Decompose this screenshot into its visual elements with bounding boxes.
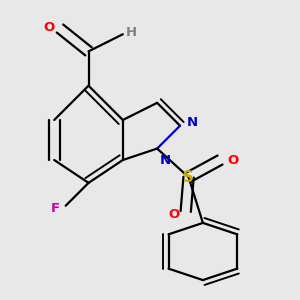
Text: F: F <box>51 202 60 215</box>
Text: S: S <box>183 170 194 185</box>
Text: H: H <box>126 26 137 39</box>
Text: O: O <box>169 208 180 221</box>
Text: O: O <box>43 21 54 34</box>
Text: N: N <box>160 154 171 167</box>
Text: O: O <box>227 154 238 166</box>
Text: N: N <box>187 116 198 129</box>
